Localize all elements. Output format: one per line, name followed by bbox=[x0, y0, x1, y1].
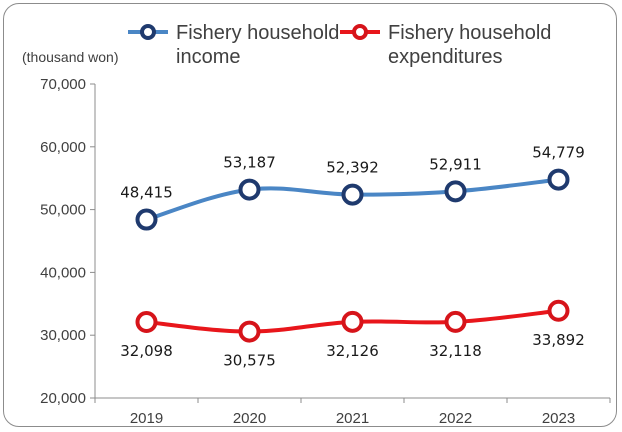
y-tick-label: 50,000 bbox=[40, 202, 86, 219]
y-tick-label: 70,000 bbox=[40, 76, 86, 93]
data-point bbox=[135, 311, 158, 334]
data-point bbox=[238, 320, 261, 343]
data-point bbox=[135, 208, 158, 231]
series-1: 48,415 53,187 52,392 52,911 54,779 bbox=[120, 144, 585, 231]
legend-marker bbox=[140, 24, 156, 40]
data-point bbox=[341, 183, 364, 206]
data-label: 54,779 bbox=[532, 144, 585, 162]
legend-marker bbox=[352, 24, 368, 40]
data-label: 48,415 bbox=[120, 184, 173, 202]
x-tick-label: 2020 bbox=[233, 410, 266, 427]
series-layer: 48,415 53,187 52,392 52,911 54,779 32,098 30,5… bbox=[120, 144, 585, 370]
y-tick-label: 40,000 bbox=[40, 264, 86, 281]
data-point bbox=[547, 299, 570, 322]
data-label: 32,126 bbox=[326, 342, 379, 360]
data-label: 52,911 bbox=[429, 155, 482, 173]
data-point bbox=[547, 168, 570, 191]
axes: 70,000 60,000 50,000 40,000 30,000 20,000 2019… bbox=[40, 76, 611, 427]
legend-label-line: Fishery household bbox=[176, 22, 339, 44]
legend-label-line: expenditures bbox=[388, 46, 503, 68]
data-label: 33,892 bbox=[532, 331, 585, 349]
y-tick-label: 20,000 bbox=[40, 390, 86, 407]
data-point bbox=[444, 180, 467, 203]
y-axis-unit-label: (thousand won) bbox=[22, 49, 119, 65]
data-point bbox=[341, 310, 364, 333]
data-label: 32,098 bbox=[120, 342, 173, 360]
data-label: 32,118 bbox=[429, 342, 482, 360]
chart-frame bbox=[3, 3, 617, 427]
legend-label-line: income bbox=[176, 46, 240, 68]
data-label: 30,575 bbox=[223, 352, 276, 370]
x-tick-label: 2022 bbox=[439, 410, 472, 427]
data-point bbox=[444, 310, 467, 333]
data-point bbox=[238, 178, 261, 201]
y-tick-label: 60,000 bbox=[40, 139, 86, 156]
x-tick-label: 2023 bbox=[542, 410, 575, 427]
legend-label-line: Fishery household bbox=[388, 22, 551, 44]
data-label: 52,392 bbox=[326, 159, 379, 177]
series-2: 32,098 30,575 32,126 32,118 33,892 bbox=[120, 299, 585, 370]
x-tick-label: 2021 bbox=[336, 410, 369, 427]
data-label: 53,187 bbox=[223, 154, 276, 172]
x-tick-label: 2019 bbox=[130, 410, 163, 427]
y-tick-label: 30,000 bbox=[40, 327, 86, 344]
